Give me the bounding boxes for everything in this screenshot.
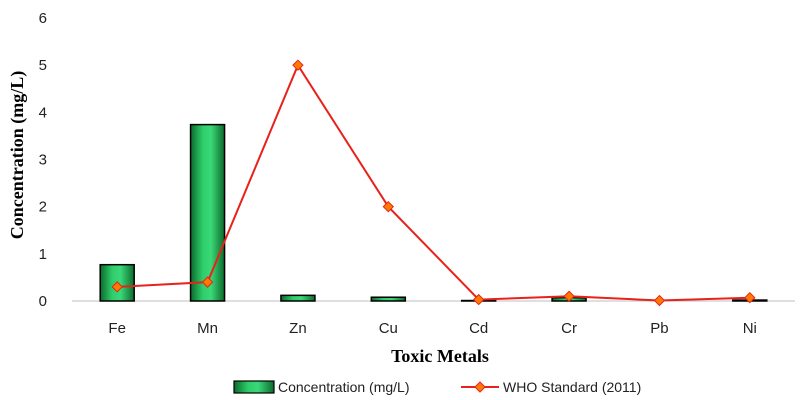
x-tick-label-cd: Cd (469, 320, 488, 337)
who-point-mn (201, 276, 214, 288)
who-standard-line (117, 63, 750, 302)
who-point-fe (111, 281, 123, 293)
x-tick-label-pb: Pb (650, 320, 668, 337)
legend: Concentration (mg/L) WHO Standard (2011) (233, 379, 641, 395)
x-tick-label-cr: Cr (561, 320, 577, 337)
x-axis-title: Toxic Metals (391, 346, 489, 366)
x-axis-ticks: Fe Mn Zn Cu Cd Cr Pb Ni (108, 320, 756, 337)
y-tick-label: 6 (39, 10, 47, 27)
y-tick-label: 3 (39, 152, 47, 169)
legend-label-concentration: Concentration (mg/L) (278, 379, 410, 395)
x-tick-label-ni: Ni (743, 320, 757, 337)
who-point-ni (744, 291, 756, 304)
y-axis-ticks: 0 1 2 3 4 5 6 (39, 10, 47, 310)
y-tick-label: 4 (39, 104, 47, 121)
bar-series (99, 123, 768, 302)
x-tick-label-cu: Cu (379, 320, 398, 337)
x-tick-label-fe: Fe (108, 320, 126, 337)
y-tick-label: 1 (39, 246, 47, 263)
x-tick-label-mn: Mn (197, 320, 218, 337)
y-tick-label: 0 (39, 293, 47, 310)
legend-swatch-who-marker (474, 381, 486, 393)
bar-mn (189, 123, 226, 302)
y-tick-label: 2 (39, 199, 47, 216)
who-point-zn (292, 59, 304, 71)
who-point-pb (653, 294, 666, 307)
bar-cu (370, 296, 407, 302)
bar-zn (280, 294, 316, 302)
who-point-cu (382, 200, 395, 213)
y-axis-title: Concentration (mg/L) (7, 71, 28, 239)
line-series (111, 59, 756, 307)
who-point-cd (472, 293, 485, 306)
who-point-cr (563, 290, 575, 302)
legend-label-who: WHO Standard (2011) (503, 379, 641, 395)
legend-swatch-concentration (233, 380, 275, 394)
y-tick-label: 5 (39, 57, 47, 74)
x-tick-label-zn: Zn (289, 320, 307, 337)
